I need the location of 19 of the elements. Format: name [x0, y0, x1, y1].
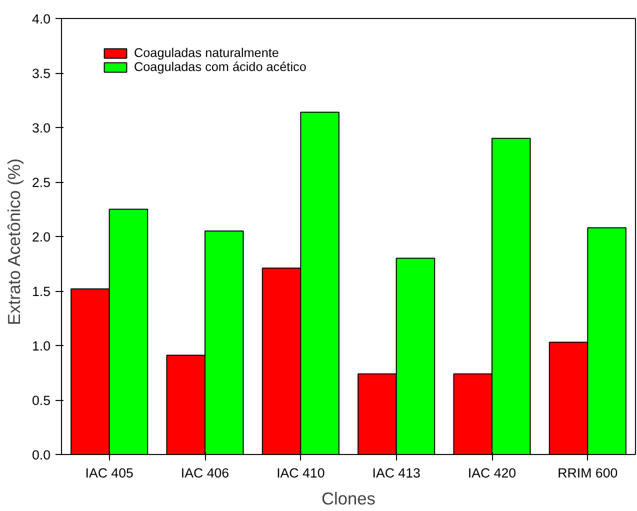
x-tick-label: RRIM 600 [558, 466, 618, 480]
y-tick-label: 2.5 [32, 175, 51, 190]
y-tick-label: 4.0 [32, 12, 51, 26]
x-axis-title: Clones [322, 488, 376, 508]
x-tick-label: IAC 413 [372, 466, 420, 480]
y-tick-label: 3.5 [32, 66, 51, 81]
legend-label: Coaguladas naturalmente [134, 46, 279, 60]
x-tick-label: IAC 405 [85, 466, 134, 480]
y-tick-label: 1.0 [32, 338, 51, 354]
y-tick-label: 2.0 [32, 230, 51, 244]
y-tick-label: 0.0 [32, 448, 51, 462]
y-tick-label: 3.0 [32, 120, 51, 136]
x-tick-label: IAC 410 [276, 466, 325, 480]
legend-label: Coaguladas com ácido acético [134, 60, 306, 74]
y-tick-label: 0.5 [32, 393, 51, 408]
x-tick-label: IAC 420 [468, 466, 516, 480]
y-tick-label: 1.5 [32, 284, 51, 299]
y-axis-title: Extrato Acetônico (%) [4, 158, 24, 326]
x-tick-label: IAC 406 [180, 466, 230, 480]
